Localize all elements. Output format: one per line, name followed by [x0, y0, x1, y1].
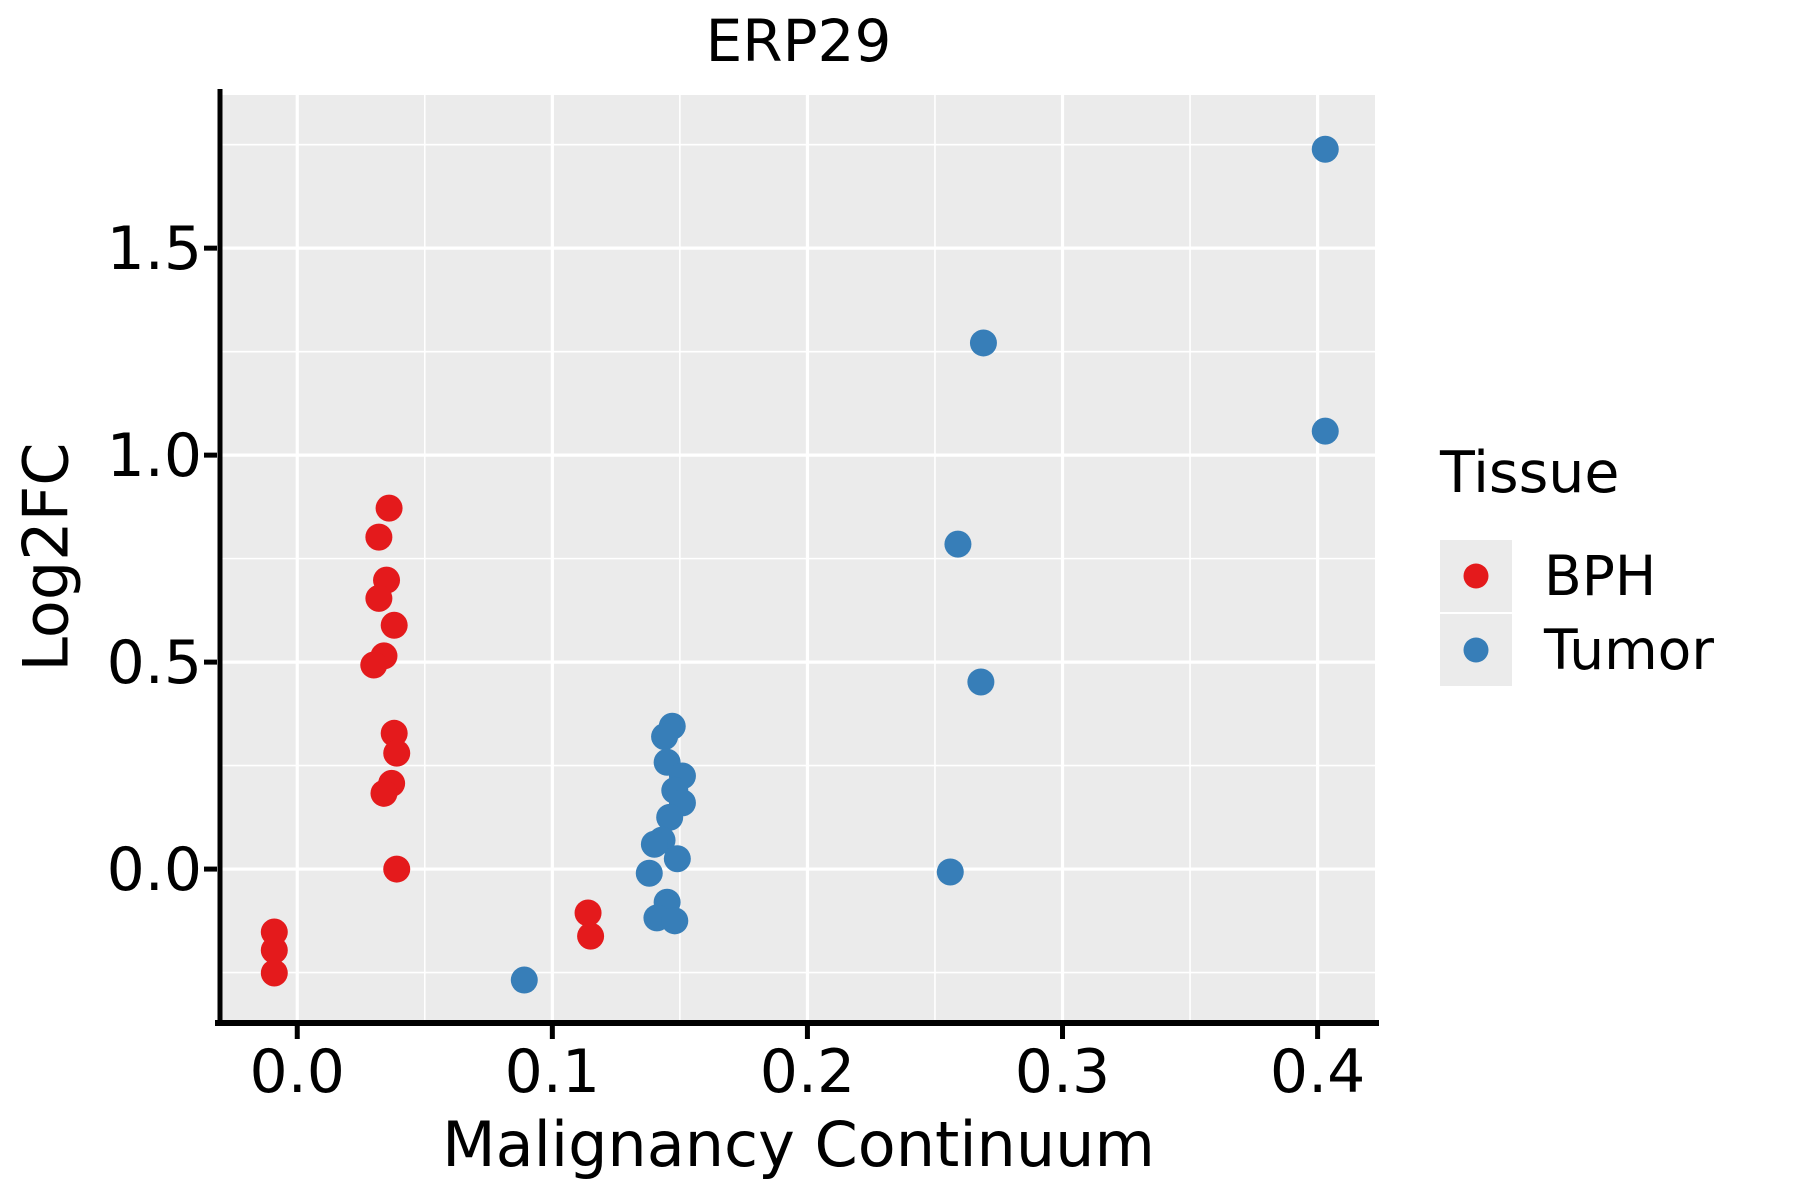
data-point-bph	[577, 922, 605, 950]
data-point-tumor	[944, 530, 972, 558]
data-point-bph	[383, 739, 411, 767]
x-tick-label: 0.3	[1015, 1037, 1110, 1107]
data-point-bph	[360, 651, 388, 679]
x-tick-label: 0.0	[250, 1037, 345, 1107]
data-point-bph	[370, 779, 398, 807]
data-point-tumor	[967, 668, 995, 696]
data-point-bph	[383, 855, 411, 883]
data-point-tumor	[1311, 417, 1339, 445]
data-point-bph	[260, 936, 288, 964]
bph-dot-icon	[1463, 563, 1489, 589]
x-tick-label: 0.2	[760, 1037, 855, 1107]
data-point-tumor	[651, 723, 679, 751]
x-tick-label: 0.1	[505, 1037, 600, 1107]
data-point-bph	[574, 899, 602, 927]
data-point-tumor	[656, 803, 684, 831]
y-axis-label: Log2FC	[9, 442, 83, 672]
x-tick-label: 0.4	[1270, 1037, 1365, 1107]
data-point-bph	[365, 584, 393, 612]
data-point-bph	[365, 523, 393, 551]
data-point-bph	[375, 494, 403, 522]
tumor-dot-icon	[1463, 637, 1489, 663]
x-axis-label: Malignancy Continuum	[442, 1108, 1155, 1181]
legend-item-label: Tumor	[1544, 618, 1714, 682]
legend: Tissue BPH Tumor	[1440, 440, 1714, 688]
legend-key	[1440, 614, 1512, 686]
legend-item-tumor: Tumor	[1440, 614, 1714, 686]
data-point-tumor	[1311, 135, 1339, 163]
legend-title: Tissue	[1440, 440, 1620, 506]
legend-item-bph: BPH	[1440, 540, 1714, 612]
y-tick-label: 0.5	[107, 628, 202, 698]
data-point-tumor	[936, 858, 964, 886]
y-tick-label: 1.5	[107, 214, 202, 284]
data-point-bph	[380, 611, 408, 639]
legend-key	[1440, 540, 1512, 612]
data-point-bph	[260, 959, 288, 987]
data-point-tumor	[635, 859, 663, 887]
legend-items: BPH Tumor	[1440, 540, 1714, 686]
data-point-tumor	[969, 329, 997, 357]
data-point-tumor	[663, 845, 691, 873]
data-point-tumor	[640, 830, 668, 858]
data-point-tumor	[661, 907, 689, 935]
data-point-tumor	[510, 966, 538, 994]
y-tick-label: 0.0	[107, 835, 202, 905]
legend-item-label: BPH	[1544, 544, 1657, 608]
data-point-bph	[380, 719, 408, 747]
y-tick-label: 1.0	[107, 421, 202, 491]
chart-title: ERP29	[705, 7, 892, 75]
